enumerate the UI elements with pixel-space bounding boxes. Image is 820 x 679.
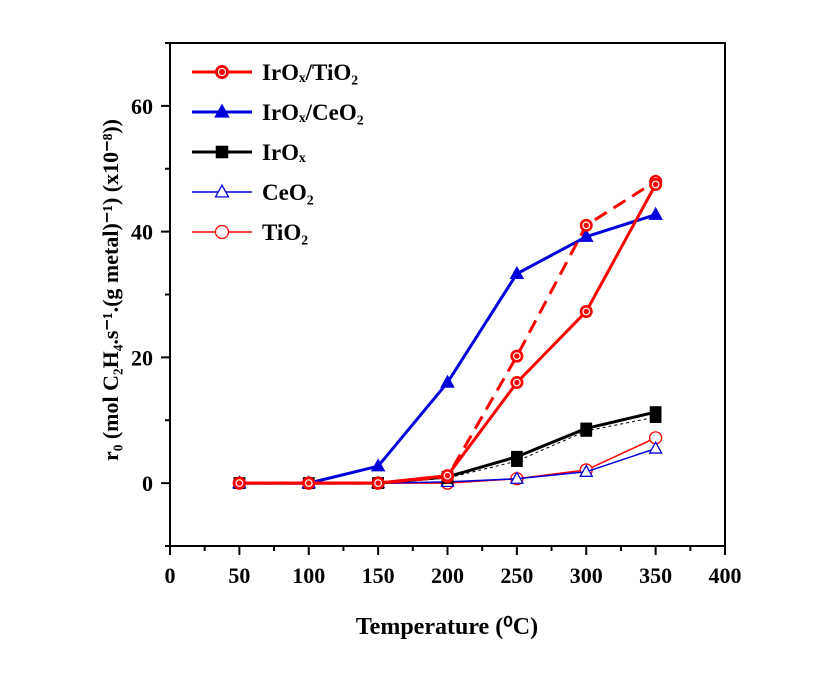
data-point-ring bbox=[512, 352, 521, 361]
y-tick-label: 20 bbox=[131, 345, 153, 370]
data-point bbox=[302, 476, 316, 490]
data-point-ring bbox=[582, 221, 591, 230]
series-line bbox=[239, 213, 657, 485]
data-point-ring bbox=[651, 180, 660, 189]
x-tick-label: 300 bbox=[570, 563, 603, 588]
data-point bbox=[371, 476, 385, 490]
data-point bbox=[510, 376, 524, 390]
x-tick-label: 250 bbox=[500, 563, 533, 588]
legend: IrOₓ/TiO₂ IrOₓ/CeO₂ IrOₓ CeO₂ TiO₂ bbox=[192, 60, 364, 245]
data-point bbox=[648, 440, 663, 454]
legend-marker bbox=[215, 65, 229, 79]
data-point bbox=[648, 206, 663, 220]
data-point-ring bbox=[304, 479, 313, 488]
data-point-ring bbox=[443, 471, 452, 480]
data-point-ring bbox=[512, 378, 521, 387]
x-tick-label: 50 bbox=[228, 563, 250, 588]
data-point bbox=[578, 228, 594, 242]
legend-marker bbox=[214, 224, 230, 240]
data-point bbox=[580, 422, 593, 435]
y-tick-label: 40 bbox=[131, 220, 153, 245]
data-marks bbox=[232, 174, 663, 490]
legend-label: IrOₓ/TiO₂ bbox=[262, 60, 358, 85]
legend-marker bbox=[215, 145, 229, 159]
data-point bbox=[509, 471, 524, 484]
legend-label: IrOₓ/CeO₂ bbox=[262, 100, 364, 125]
x-tick-label: 350 bbox=[639, 563, 672, 588]
data-point bbox=[232, 476, 246, 490]
data-point bbox=[511, 450, 523, 463]
series-group bbox=[232, 174, 663, 490]
data-point bbox=[579, 464, 594, 477]
y-tick-label: 60 bbox=[131, 94, 153, 119]
data-point-ring bbox=[374, 479, 383, 488]
x-tick-label: 100 bbox=[292, 563, 325, 588]
legend-marker bbox=[214, 103, 230, 118]
data-point bbox=[649, 177, 663, 191]
axis-ticks: 0 50 100 150 200 250 300 350 400 0 20 40 60 bbox=[131, 42, 742, 588]
data-point bbox=[579, 304, 593, 318]
legend-label: IrOₓ bbox=[262, 140, 306, 165]
data-point bbox=[440, 374, 455, 388]
legend-marker bbox=[214, 183, 230, 198]
x-tick-label: 150 bbox=[362, 563, 395, 588]
legend-label: CeO₂ bbox=[262, 180, 314, 205]
data-point bbox=[370, 458, 386, 472]
legend-label: TiO₂ bbox=[262, 220, 308, 245]
x-tick-label: 0 bbox=[165, 563, 176, 588]
x-tick-label: 200 bbox=[431, 563, 464, 588]
data-point bbox=[649, 406, 662, 418]
series-group bbox=[232, 206, 663, 489]
legend-marker-ring bbox=[217, 67, 227, 77]
data-point-ring bbox=[235, 479, 244, 488]
x-tick-label: 400 bbox=[709, 563, 742, 588]
data-point bbox=[441, 469, 454, 483]
data-point bbox=[510, 349, 524, 363]
data-point bbox=[579, 218, 593, 232]
y-tick-label: 0 bbox=[142, 471, 153, 496]
x-axis-label: Temperature (⁰C) bbox=[356, 614, 538, 640]
data-point-ring bbox=[582, 307, 591, 316]
data-point bbox=[509, 265, 525, 280]
y-axis-label: r₀ (mol C₂H₄.s⁻¹.(g metal)⁻¹) (x10⁻⁸)) bbox=[98, 119, 123, 461]
